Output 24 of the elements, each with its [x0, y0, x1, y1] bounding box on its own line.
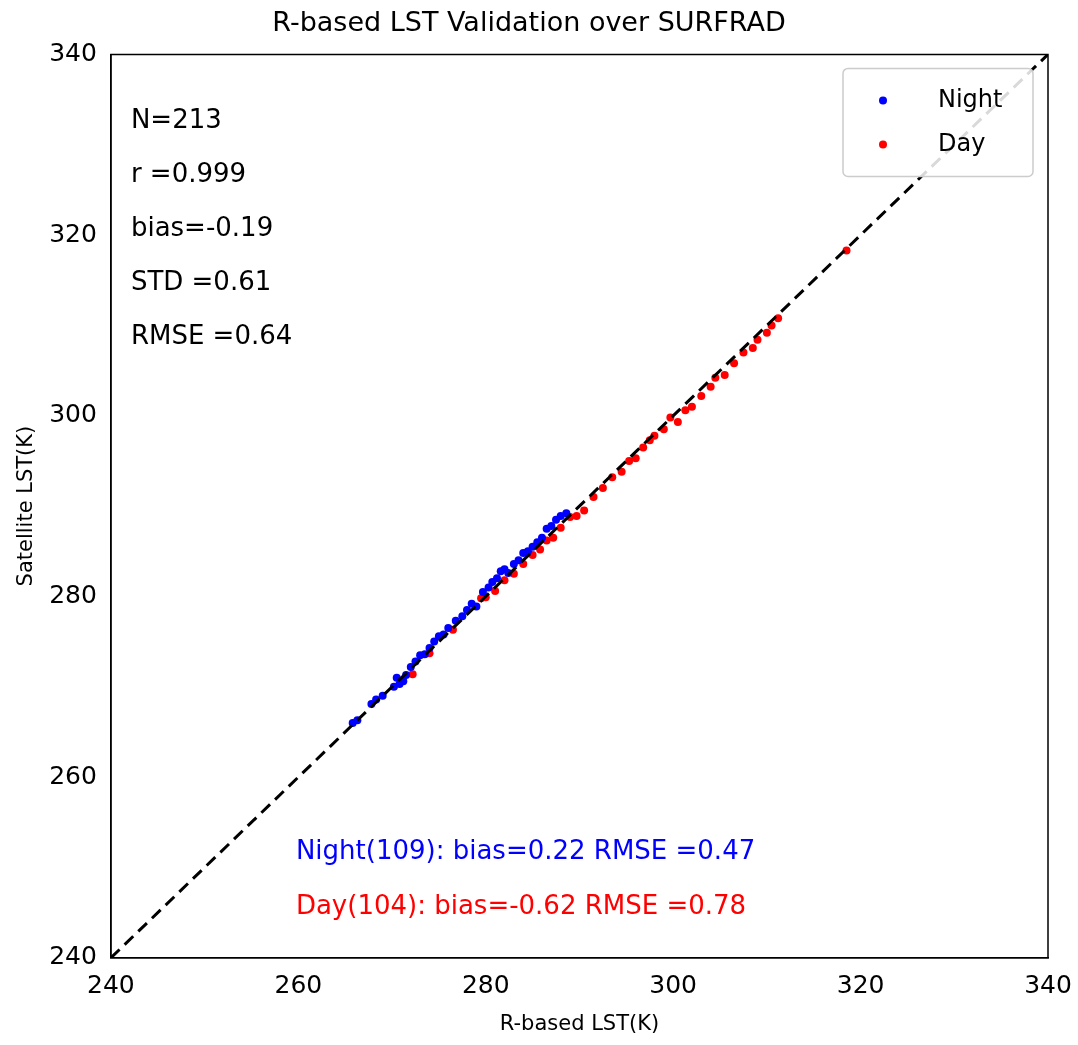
y-tick-label: 300 — [49, 399, 97, 429]
x-tick-label: 340 — [1024, 970, 1072, 1000]
x-axis-title: R-based LST(K) — [499, 1010, 660, 1035]
annotation: N=213 — [130, 104, 222, 135]
annotation: r =0.999 — [130, 158, 247, 189]
annotation: STD =0.61 — [130, 266, 272, 297]
annotation: bias=-0.19 — [130, 212, 274, 243]
y-axis-title: Satellite LST(K) — [13, 425, 38, 587]
annotation: RMSE =0.64 — [130, 320, 293, 351]
legend-label: Day — [938, 128, 986, 157]
y-tick-label: 320 — [49, 218, 97, 248]
legend-label: Night — [938, 84, 1003, 113]
annotation: Night(109): bias=0.22 RMSE =0.47 — [295, 834, 756, 865]
x-tick-label: 240 — [87, 970, 135, 1000]
y-tick-label: 280 — [49, 579, 97, 609]
y-tick-label: 340 — [49, 37, 97, 67]
x-tick-label: 300 — [649, 970, 698, 1000]
x-tick-label: 260 — [274, 970, 323, 1000]
chart-title: R-based LST Validation over SURFRAD — [272, 6, 786, 38]
x-tick-label: 320 — [836, 970, 885, 1000]
y-tick-label: 240 — [49, 941, 97, 971]
y-tick-label: 260 — [49, 760, 97, 790]
x-tick-label: 280 — [461, 970, 510, 1000]
annotation: Day(104): bias=-0.62 RMSE =0.78 — [295, 889, 747, 920]
